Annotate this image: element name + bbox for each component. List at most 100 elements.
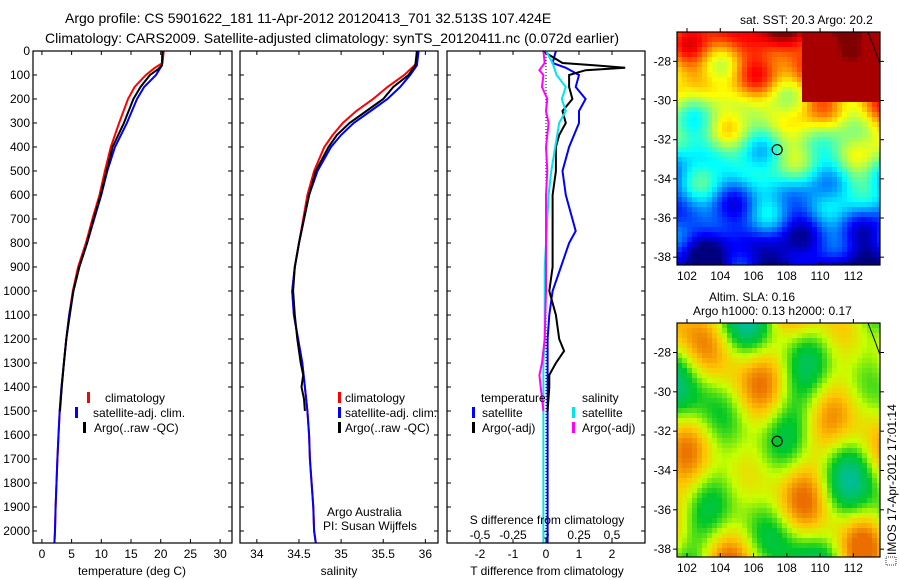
heatmap-cell <box>857 157 862 162</box>
heatmap-cell <box>682 122 687 127</box>
heatmap-cell <box>767 548 772 553</box>
heatmap-cell <box>707 408 712 413</box>
heatmap-cell <box>862 47 867 52</box>
heatmap-cell <box>697 483 702 488</box>
heatmap-cell <box>802 548 807 553</box>
heatmap-cell <box>727 222 732 227</box>
heatmap-cell <box>822 508 827 513</box>
heatmap-cell <box>757 478 762 483</box>
heatmap-cell <box>752 152 757 157</box>
heatmap-cell <box>862 227 867 232</box>
heatmap-cell <box>687 383 692 388</box>
heatmap-cell <box>807 543 812 548</box>
heatmap-cell <box>702 523 707 528</box>
series-s-satellite <box>542 50 567 543</box>
heatmap-cell <box>842 57 847 62</box>
heatmap-cell <box>757 42 762 47</box>
heatmap-cell <box>877 448 880 453</box>
heatmap-cell <box>697 157 702 162</box>
heatmap-cell <box>697 393 702 398</box>
heatmap-cell <box>847 453 852 458</box>
heatmap-cell <box>857 398 862 403</box>
heatmap-cell <box>732 328 737 333</box>
heatmap-cell <box>712 478 717 483</box>
heatmap-cell <box>747 358 752 363</box>
heatmap-cell <box>797 478 802 483</box>
heatmap-cell <box>792 257 797 262</box>
heatmap-cell <box>742 117 747 122</box>
heatmap-cell <box>812 212 817 217</box>
heatmap-cell <box>852 418 857 423</box>
heatmap-cell <box>777 37 782 42</box>
heatmap-cell <box>742 503 747 508</box>
heatmap-cell <box>837 483 842 488</box>
heatmap-cell <box>797 398 802 403</box>
heatmap-cell <box>827 498 832 503</box>
heatmap-cell <box>697 433 702 438</box>
heatmap-cell <box>847 57 852 62</box>
y-tick-label: 1700 <box>3 452 30 466</box>
heatmap-cell <box>877 132 880 137</box>
heatmap-cell <box>852 433 857 438</box>
heatmap-cell <box>807 373 812 378</box>
heatmap-cell <box>702 167 707 172</box>
heatmap-cell <box>722 343 727 348</box>
heatmap-cell <box>722 47 727 52</box>
heatmap-cell <box>772 247 777 252</box>
heatmap-cell <box>767 82 772 87</box>
heatmap-cell <box>827 538 832 543</box>
heatmap-cell <box>727 418 732 423</box>
heatmap-cell <box>877 187 880 192</box>
heatmap-cell <box>707 378 712 383</box>
heatmap-cell <box>747 483 752 488</box>
heatmap-cell <box>712 453 717 458</box>
heatmap-cell <box>692 177 697 182</box>
heatmap-cell <box>727 458 732 463</box>
heatmap-cell <box>812 408 817 413</box>
heatmap-cell <box>862 197 867 202</box>
heatmap-cell <box>697 378 702 383</box>
heatmap-cell <box>807 538 812 543</box>
heatmap-cell <box>872 87 877 92</box>
heatmap-cell <box>737 388 742 393</box>
heatmap-cell <box>857 182 862 187</box>
heatmap-cell <box>732 212 737 217</box>
heatmap-cell <box>747 157 752 162</box>
heatmap-cell <box>827 162 832 167</box>
heatmap-cell <box>862 523 867 528</box>
heatmap-cell <box>797 513 802 518</box>
heatmap-cell <box>777 32 782 37</box>
heatmap-cell <box>797 498 802 503</box>
heatmap-cell <box>842 448 847 453</box>
map-frame <box>676 31 881 266</box>
heatmap-cell <box>877 92 880 97</box>
heatmap-cell <box>742 523 747 528</box>
heatmap-cell <box>717 132 722 137</box>
heatmap-cell <box>857 67 862 72</box>
heatmap-cell <box>677 358 682 363</box>
heatmap-cell <box>772 513 777 518</box>
heatmap-cell <box>817 57 822 62</box>
heatmap-cell <box>702 378 707 383</box>
figure-title-line2: Climatology: CARS2009. Satellite-adjuste… <box>45 30 619 46</box>
heatmap-cell <box>867 473 872 478</box>
heatmap-cell <box>842 498 847 503</box>
heatmap-cell <box>737 398 742 403</box>
heatmap-cell <box>677 448 682 453</box>
heatmap-cell <box>727 413 732 418</box>
heatmap-cell <box>787 398 792 403</box>
heatmap-cell <box>877 478 880 483</box>
heatmap-cell <box>727 383 732 388</box>
heatmap-cell <box>847 137 852 142</box>
heatmap-cell <box>727 187 732 192</box>
heatmap-cell <box>782 508 787 513</box>
heatmap-cell <box>727 483 732 488</box>
heatmap-cell <box>857 538 862 543</box>
heatmap-cell <box>762 363 767 368</box>
heatmap-cell <box>722 538 727 543</box>
heatmap-cell <box>872 117 877 122</box>
heatmap-cell <box>772 528 777 533</box>
heatmap-cell <box>857 227 862 232</box>
heatmap-cell <box>847 383 852 388</box>
heatmap-cell <box>717 52 722 57</box>
